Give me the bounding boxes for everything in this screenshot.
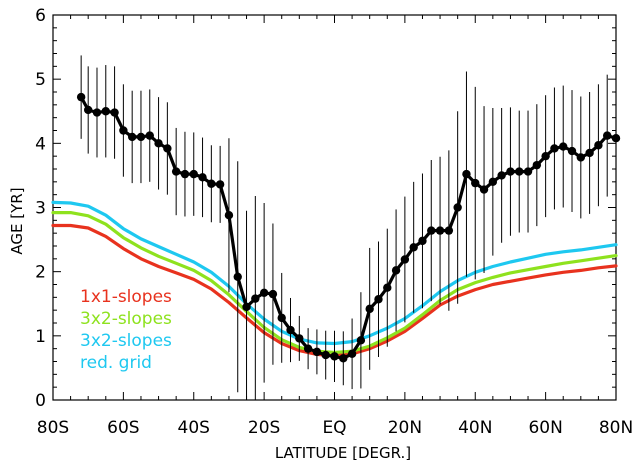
data-point: [189, 169, 198, 179]
data-point: [453, 203, 462, 212]
data-point: [286, 325, 295, 335]
data-point: [611, 134, 621, 143]
data-point: [400, 255, 410, 264]
legend-entry: 3x2-slopes: [80, 331, 172, 351]
data-point: [559, 142, 568, 151]
data-point: [515, 167, 524, 176]
data-point: [541, 151, 550, 161]
data-point: [101, 107, 110, 116]
data-point: [391, 266, 401, 275]
data-points: [76, 92, 621, 363]
data-point: [532, 160, 542, 170]
data-point: [180, 169, 190, 179]
data-point: [110, 108, 119, 117]
data-point: [506, 167, 515, 176]
x-tick-label: 20S: [248, 418, 280, 438]
x-tick-label: 20N: [388, 418, 422, 438]
data-point: [207, 179, 216, 188]
data-point: [259, 288, 269, 298]
data-point: [374, 295, 383, 304]
data-point: [145, 131, 154, 140]
data-point: [471, 178, 480, 188]
data-point: [136, 132, 146, 142]
data-point: [365, 304, 374, 314]
x-tick-label: 40N: [458, 418, 492, 438]
data-point: [488, 177, 498, 187]
y-tick-label: 5: [35, 70, 46, 90]
data-point: [224, 211, 234, 220]
x-tick-label: 80S: [37, 418, 69, 438]
data-point: [119, 126, 128, 135]
data-point: [435, 226, 445, 235]
data-point: [303, 344, 313, 353]
y-tick-label: 3: [35, 199, 46, 219]
data-point: [497, 171, 506, 180]
data-point: [444, 226, 454, 235]
data-point: [347, 349, 357, 358]
data-point: [233, 272, 242, 281]
legend-entry: 1x1-slopes: [80, 287, 172, 307]
data-point: [356, 336, 366, 345]
y-tick-label: 2: [35, 263, 46, 283]
data-point: [92, 108, 102, 117]
data-point: [76, 92, 86, 102]
data-point: [479, 185, 489, 194]
data-point: [215, 180, 225, 189]
axes: 80S 60S 40S 20S EQ 20N 40N 60N 80N 0 1 2 3 4 5 6: [35, 6, 633, 438]
data-point: [295, 334, 304, 343]
data-point: [523, 167, 533, 176]
y-axis-label: AGE [YR]: [8, 187, 26, 254]
y-tick-label: 1: [35, 327, 46, 347]
data-point: [277, 313, 286, 323]
data-point: [550, 144, 559, 153]
x-tick-label: 40S: [178, 418, 210, 438]
data-point: [321, 350, 330, 360]
y-tick-label: 0: [35, 391, 46, 411]
data-point: [251, 294, 260, 303]
x-tick-label: EQ: [322, 418, 346, 438]
data-point: [312, 347, 322, 357]
x-tick-label: 60N: [528, 418, 562, 438]
data-point: [418, 236, 427, 246]
data-point: [163, 144, 172, 153]
data-point: [383, 283, 392, 292]
data-point: [603, 131, 612, 140]
data-point: [242, 302, 251, 312]
x-tick-label: 80N: [599, 418, 633, 438]
legend-entry: red. grid: [80, 353, 152, 373]
data-point: [330, 352, 339, 361]
data-point: [567, 146, 577, 156]
data-point: [268, 289, 278, 299]
x-axis-label: LATITUDE [DEGR.]: [275, 444, 411, 462]
data-point: [576, 153, 586, 162]
data-point: [171, 167, 181, 176]
data-point: [427, 226, 436, 235]
x-tick-label: 60S: [107, 418, 139, 438]
data-point: [585, 148, 594, 158]
legend-entry: 3x2-slopes: [80, 309, 172, 329]
data-point: [462, 169, 471, 179]
y-tick-label: 4: [35, 134, 46, 154]
data-point: [594, 141, 603, 150]
data-point: [127, 132, 137, 142]
y-tick-label: 6: [35, 6, 46, 26]
data-point: [83, 105, 93, 115]
data-point: [409, 243, 418, 252]
data-point: [154, 139, 163, 148]
data-point: [339, 354, 348, 363]
data-point: [198, 173, 207, 182]
